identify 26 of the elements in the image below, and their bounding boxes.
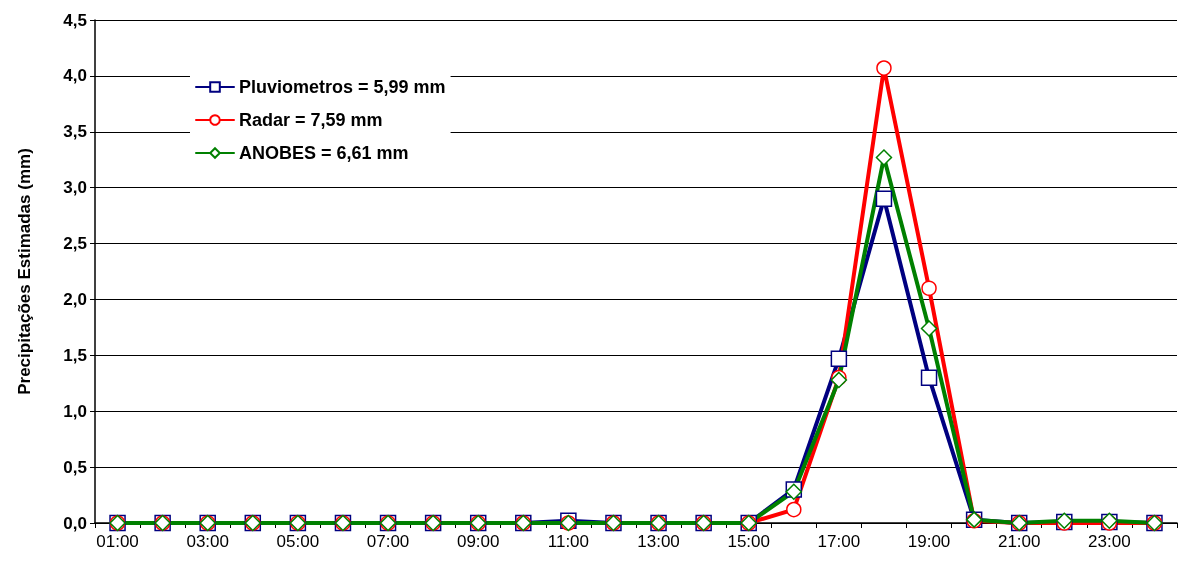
y-tick-label: 1,5 — [63, 345, 87, 365]
legend-label: ANOBES = 6,61 mm — [239, 143, 409, 163]
y-axis-title: Precipitações Estimadas (mm) — [15, 148, 34, 395]
y-tick-label: 4,0 — [63, 66, 87, 86]
x-tick-label: 03:00 — [186, 532, 229, 551]
x-tick-label: 11:00 — [547, 532, 590, 551]
x-tick-label: 13:00 — [637, 532, 680, 551]
x-tick-label: 21:00 — [997, 532, 1041, 551]
y-tick-label: 0,5 — [63, 457, 87, 477]
x-tick-label: 15:00 — [727, 532, 770, 551]
x-tick-label: 09:00 — [456, 532, 500, 551]
y-tick-label: 1,0 — [63, 401, 87, 421]
y-tick-label: 4,5 — [63, 10, 87, 30]
x-tick-label: 05:00 — [276, 532, 320, 551]
x-tick-label: 17:00 — [817, 532, 861, 551]
legend-label: Radar = 7,59 mm — [239, 110, 383, 130]
y-tick-label: 2,0 — [63, 289, 87, 309]
x-tick-label: 23:00 — [1088, 532, 1131, 551]
y-tick-label: 3,5 — [63, 122, 87, 142]
y-tick-label: 3,0 — [63, 178, 87, 198]
x-tick-label: 07:00 — [366, 532, 410, 551]
legend-label: Pluviometros = 5,99 mm — [239, 77, 446, 97]
x-tick-label: 01:00 — [96, 532, 139, 551]
y-tick-label: 2,5 — [63, 234, 87, 254]
x-tick-label: 19:00 — [907, 532, 951, 551]
y-tick-label: 0,0 — [63, 513, 87, 533]
